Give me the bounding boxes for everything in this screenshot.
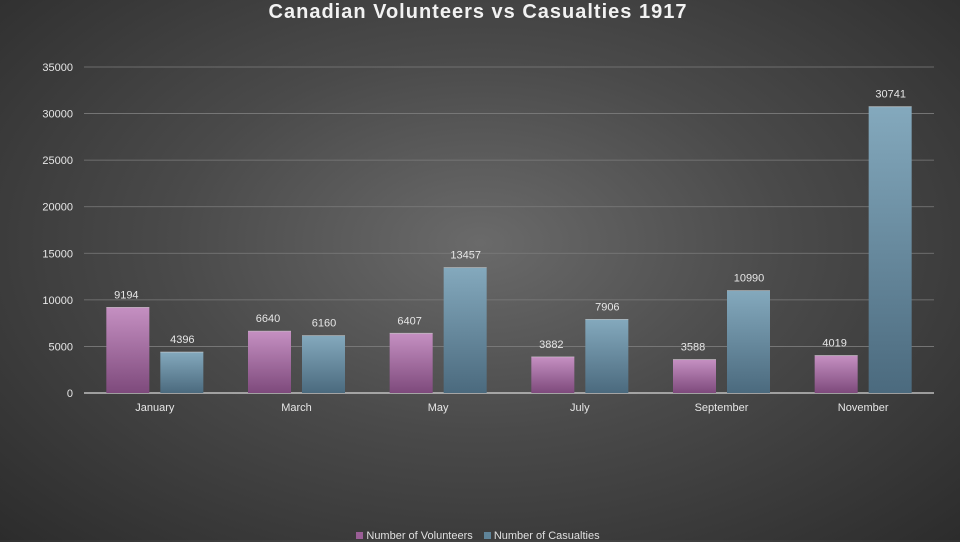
bar-casualties [160, 352, 204, 393]
y-tick-label: 0 [67, 388, 73, 400]
data-label: 13457 [450, 250, 481, 262]
bar-casualties [727, 290, 770, 393]
chart-title: Canadian Volunteers vs Casualties 1917 [268, 1, 688, 23]
x-tick-label: January [135, 402, 175, 414]
bars [106, 106, 912, 393]
y-tick-label: 20000 [42, 202, 73, 214]
data-label: 4019 [822, 338, 846, 350]
x-tick-label: May [428, 402, 449, 414]
gridlines [84, 66, 934, 394]
x-tick-label: November [838, 402, 889, 414]
y-tick-label: 25000 [42, 155, 73, 167]
data-label: 4396 [170, 334, 194, 346]
x-tick-label: March [281, 402, 312, 414]
y-tick-label: 15000 [42, 248, 73, 260]
x-tick-label: July [570, 402, 590, 414]
data-label: 7906 [595, 301, 619, 313]
x-axis: January March May July September November [135, 402, 889, 414]
legend: Number of Volunteers Number of Casualtie… [0, 530, 956, 542]
x-tick-label: September [695, 402, 749, 414]
legend-swatch-casualties [483, 532, 491, 539]
bar-casualties [868, 106, 912, 393]
data-labels: 9194 4396 6640 6160 6407 13457 3882 7906 3588 109… [114, 89, 906, 354]
bar-casualties [302, 335, 345, 393]
y-tick-label: 30000 [42, 109, 73, 121]
legend-swatch-volunteers [356, 532, 364, 539]
data-label: 3588 [681, 342, 705, 354]
bar-volunteers [248, 331, 291, 393]
data-label: 6160 [312, 318, 336, 330]
bar-casualties [443, 267, 487, 393]
data-label: 6407 [397, 315, 421, 327]
data-label: 6640 [256, 313, 280, 325]
data-label: 9194 [114, 289, 138, 301]
legend-item-volunteers[interactable]: Number of Volunteers [356, 530, 473, 542]
bar-volunteers [106, 307, 150, 393]
bar-volunteers [531, 356, 575, 393]
data-label: 3882 [539, 339, 563, 351]
y-tick-label: 10000 [42, 295, 73, 307]
bar-volunteers [673, 359, 716, 393]
data-label: 30741 [875, 89, 906, 101]
legend-item-casualties[interactable]: Number of Casualties [483, 530, 600, 542]
y-axis: 0 5000 10000 15000 20000 25000 30000 35000 [42, 62, 73, 400]
bar-volunteers [814, 355, 858, 393]
y-tick-label: 5000 [49, 341, 73, 353]
legend-label-volunteers: Number of Volunteers [366, 530, 473, 542]
y-tick-label: 35000 [42, 62, 73, 74]
bar-volunteers [389, 333, 433, 393]
legend-label-casualties: Number of Casualties [493, 530, 600, 542]
bar-casualties [585, 319, 629, 393]
data-label: 10990 [734, 273, 765, 285]
